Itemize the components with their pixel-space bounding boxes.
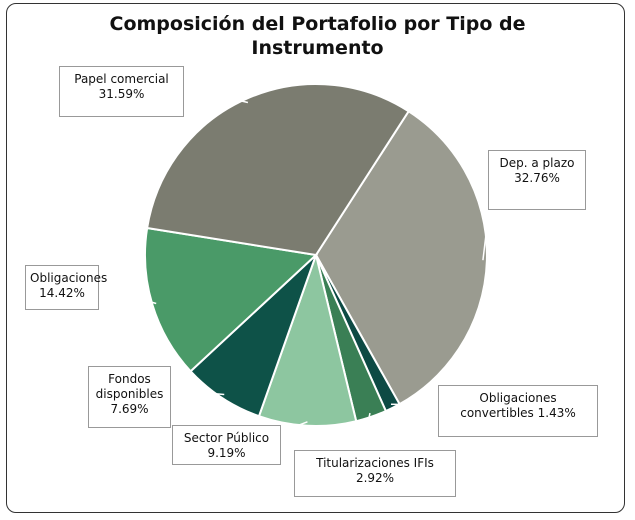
chart-title: Composición del Portafolio por Tipo de I… [109, 13, 526, 59]
leader-line [361, 412, 371, 451]
leader-line [170, 389, 225, 396]
data-label: Dep. a plazo 32.76% [488, 150, 586, 210]
chart-frame [6, 3, 625, 513]
label-value: 7.69% [110, 402, 149, 416]
label-value: 14.42% [39, 286, 85, 300]
label-name: Titularizaciones IFIs [316, 456, 434, 470]
leader-line [98, 286, 157, 305]
label-name: Sector Público [183, 431, 270, 445]
pie-slice [144, 226, 319, 373]
data-label: Sector Público 9.19% [172, 425, 281, 465]
label-name: Obligaciones [30, 271, 108, 285]
data-label: Obligaciones 14.42% [25, 265, 107, 310]
label-name: Papel comercial [74, 72, 169, 86]
leader-line [482, 217, 489, 261]
data-label: Titularizaciones IFIs 2.92% [294, 450, 456, 497]
data-label: Fondos disponibles 7.69% [88, 366, 171, 428]
label-value: 9.19% [207, 446, 246, 460]
data-label: Obligaciones convertibles 1.43% [438, 385, 598, 437]
label-name: Fondos disponibles [95, 372, 164, 401]
pie-slice [145, 83, 411, 257]
leader-line [183, 87, 249, 104]
pie-slice [257, 251, 358, 427]
label-value: 2.92% [355, 471, 395, 485]
label-name: Dep. a plazo [499, 156, 575, 170]
leader-line [280, 421, 308, 433]
data-label: Papel comercial 31.59% [59, 66, 184, 117]
label-value: 31.59% [98, 87, 145, 101]
label-name: Obligaciones convertibles [460, 391, 557, 420]
label-value: 1.43% [537, 406, 576, 420]
leader-line [390, 403, 441, 406]
label-value: 32.76% [514, 171, 560, 185]
